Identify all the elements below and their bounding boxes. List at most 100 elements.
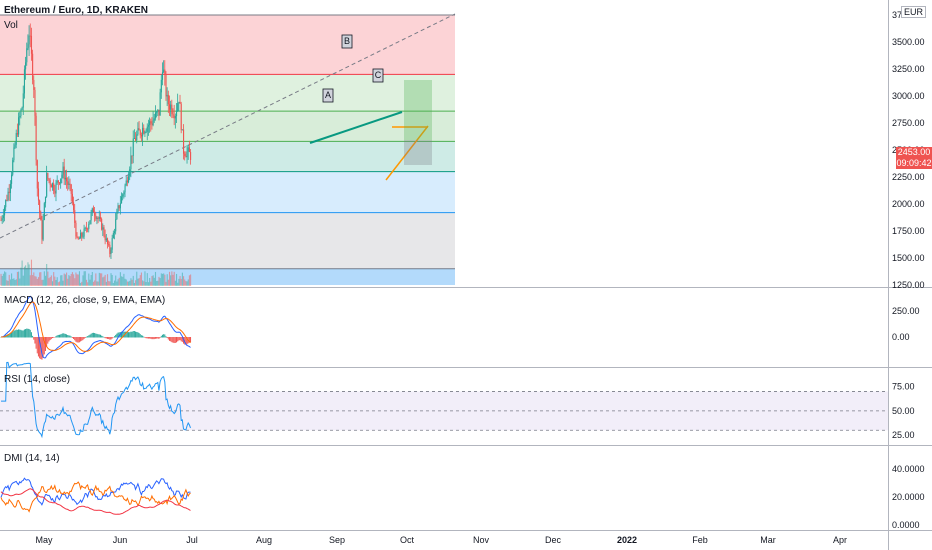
annotation-text: B: [344, 36, 350, 46]
annotation-c[interactable]: C: [372, 68, 384, 83]
candle-body: [21, 107, 23, 110]
macd-histogram-bar: [39, 337, 41, 359]
macd-histogram-bar: [34, 337, 36, 344]
volume-bar: [48, 278, 50, 286]
macd-histogram-bar: [178, 337, 180, 341]
currency-button[interactable]: EUR: [900, 6, 926, 18]
volume-bar: [25, 265, 27, 286]
candle-body: [108, 244, 110, 245]
annotation-a[interactable]: A: [322, 88, 334, 103]
macd-label[interactable]: MACD (12, 26, close, 9, EMA, EMA): [4, 295, 166, 306]
volume-bar: [139, 275, 141, 286]
annotation-b[interactable]: B: [341, 34, 353, 49]
volume-bar: [43, 271, 45, 286]
volume-bar: [154, 271, 157, 286]
candle-body: [185, 155, 187, 158]
volume-bar: [103, 276, 105, 286]
candle-body: [143, 127, 145, 134]
volume-bar: [47, 271, 49, 286]
macd-histogram-bar: [56, 335, 58, 338]
macd-histogram-bar: [181, 337, 183, 342]
candle-body: [47, 172, 49, 179]
volume-bar: [144, 271, 146, 286]
volume-bar: [172, 274, 174, 286]
volume-bar: [37, 277, 40, 286]
volume-bar: [165, 281, 167, 286]
macd-histogram-bar: [150, 337, 152, 339]
volume-bar: [60, 275, 62, 286]
macd-histogram-bar: [99, 334, 101, 338]
volume-bar: [19, 278, 21, 286]
countdown-tag: 09:09:42: [896, 158, 932, 169]
macd-histogram-bar: [131, 331, 133, 338]
macd-histogram-bar: [16, 329, 18, 338]
macd-histogram-bar: [138, 332, 140, 338]
volume-bar: [69, 276, 71, 286]
candle-body: [94, 212, 96, 216]
candle-body: [181, 129, 183, 131]
volume-bar: [92, 281, 95, 286]
candle-body: [139, 130, 141, 136]
volume-bar: [7, 280, 9, 286]
candle-body: [138, 128, 140, 131]
candle-body: [161, 72, 164, 80]
macd-histogram-bar: [57, 334, 59, 338]
candle-body: [8, 191, 10, 194]
candle-body: [186, 151, 188, 158]
candles: [0, 23, 192, 259]
volume-bar: [130, 278, 132, 286]
macd-histogram-bar: [185, 337, 187, 345]
candle-body: [91, 208, 93, 214]
macd-histogram-bar: [108, 337, 110, 340]
macd-histogram-bar: [130, 331, 132, 338]
dmi-label[interactable]: DMI (14, 14): [4, 453, 60, 464]
dmi-pane[interactable]: [0, 477, 191, 515]
volume-bar: [28, 264, 30, 286]
macd-histogram-bar: [81, 337, 83, 341]
macd-histogram-bar: [7, 334, 9, 338]
annotations[interactable]: A B C: [322, 34, 384, 103]
macd-histogram-bar: [125, 331, 127, 338]
candle-body: [153, 118, 155, 121]
volume-bar: [171, 271, 173, 286]
candle-body: [33, 79, 35, 90]
candle-body: [4, 207, 6, 216]
volume-bar: [156, 280, 158, 286]
rsi-label[interactable]: RSI (14, close): [4, 374, 71, 385]
candle-body: [48, 178, 50, 181]
volume-bar: [57, 282, 59, 286]
macd-histogram-bar: [129, 332, 131, 338]
macd-pane[interactable]: [0, 295, 192, 360]
price-pane[interactable]: [0, 13, 456, 286]
volume-bar: [54, 276, 56, 286]
candle-body: [42, 219, 44, 240]
candle-body: [111, 238, 113, 250]
macd-histogram-bar: [36, 337, 38, 354]
macd-histogram-bar: [172, 337, 174, 343]
volume-bar: [119, 272, 121, 286]
rsi-pane[interactable]: [0, 361, 888, 439]
candle-body: [156, 111, 158, 113]
volume-bar: [9, 279, 11, 286]
candle-body: [126, 180, 128, 183]
volume-bar: [63, 273, 65, 286]
candle-body: [0, 220, 2, 221]
macd-histogram-bar: [13, 330, 15, 338]
macd-histogram-bar: [106, 337, 108, 339]
candle-body: [75, 222, 77, 237]
candle-body: [13, 147, 15, 161]
macd-histogram-bar: [78, 337, 80, 343]
macd-histogram-bar: [25, 329, 27, 338]
candle-body: [117, 205, 119, 212]
volume-bar: [142, 280, 144, 286]
candle-body: [83, 228, 85, 237]
dmi-axis-tick: 0.0000: [892, 520, 920, 530]
candle-body: [168, 104, 171, 110]
volume-bar: [23, 266, 25, 286]
volume-bar: [129, 280, 131, 286]
macd-histogram-bar: [68, 335, 70, 338]
candle-body: [113, 231, 116, 234]
volume-bar: [64, 274, 66, 286]
candle-body: [112, 233, 114, 239]
